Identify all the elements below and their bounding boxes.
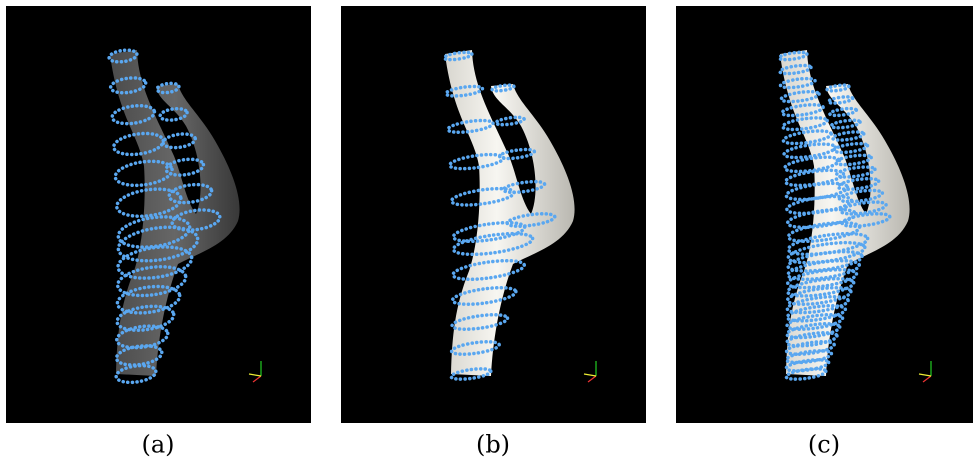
figure-svg: (a) (b) (c): [0, 0, 973, 465]
panel-label: (b): [476, 431, 510, 459]
panel-b: [341, 6, 646, 423]
panel-label: (a): [141, 431, 174, 459]
panel-a: [6, 6, 311, 423]
panel-label: (c): [808, 431, 840, 459]
figure: (a) (b) (c): [0, 0, 973, 465]
panel-c: [676, 6, 973, 423]
